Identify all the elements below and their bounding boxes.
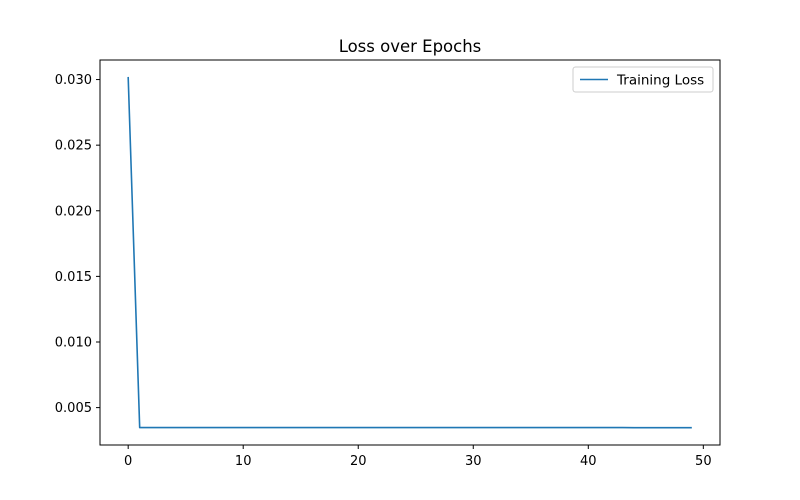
x-tick-label: 30 — [465, 454, 482, 469]
x-tick-label: 0 — [124, 454, 132, 469]
y-tick-label: 0.015 — [55, 270, 92, 285]
y-tick-label: 0.030 — [55, 73, 92, 88]
x-tick-label: 50 — [695, 454, 712, 469]
y-tick-label: 0.010 — [55, 335, 92, 350]
x-tick-label: 40 — [580, 454, 597, 469]
legend-label: Training Loss — [616, 73, 704, 89]
y-tick-label: 0.025 — [55, 139, 92, 154]
legend-box — [572, 66, 714, 93]
series-line-training-loss — [127, 76, 692, 429]
chart-title: Loss over Epochs — [339, 37, 482, 56]
axes-layer: 0 10 20 30 40 50 0.005 0.010 0.015 0.020 0.025 0.03… — [55, 59, 721, 469]
series-layer — [127, 76, 692, 429]
x-tick-label: 10 — [235, 454, 252, 469]
y-tick-label: 0.020 — [55, 204, 92, 219]
legend: Training Loss — [572, 66, 714, 93]
axes-frame — [99, 59, 721, 446]
y-tick-label: 0.005 — [55, 401, 92, 416]
x-tick-label: 20 — [350, 454, 367, 469]
